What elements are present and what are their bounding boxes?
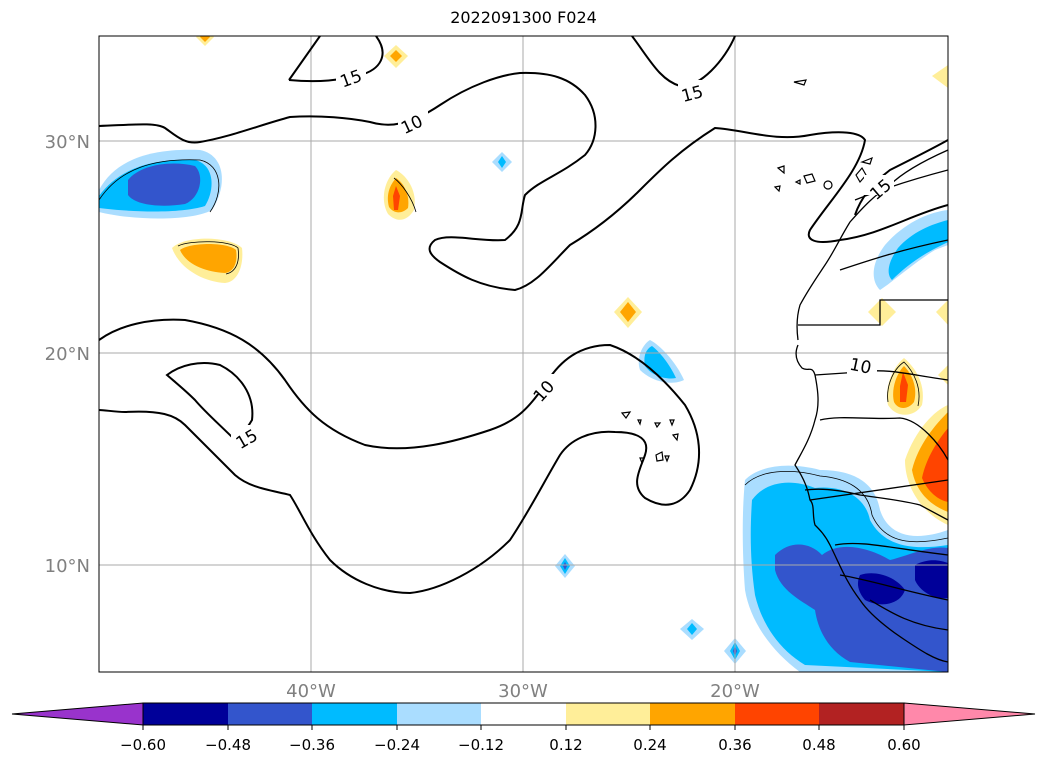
colorbar-segment	[143, 703, 228, 725]
colorbar-segment	[650, 703, 735, 725]
shading-orange-center	[383, 170, 415, 220]
shading-small-spots	[196, 36, 948, 664]
shading-orange-west	[172, 238, 243, 283]
colorbar-segment	[481, 703, 566, 725]
lon-label-30w: 30°W	[498, 681, 548, 702]
contour-label-group: 15 10 15 10 15 15 10	[231, 64, 896, 454]
colorbar-extend-low	[11, 702, 144, 726]
shading-blue-northwest	[99, 149, 222, 219]
lon-axis-labels: 40°W 30°W 20°W	[286, 681, 760, 702]
colorbar-tick-label: 0.60	[887, 736, 920, 754]
colorbar-segment	[397, 703, 481, 725]
contour-label: 10	[848, 355, 873, 379]
colorbar-extend-high	[903, 702, 1036, 726]
colorbar-segment	[566, 703, 650, 725]
colorbar-segment	[228, 703, 312, 725]
map-frame	[98, 35, 949, 673]
lon-label-20w: 20°W	[710, 681, 760, 702]
lat-label-10n: 10°N	[45, 556, 90, 577]
map-title: 2022091300 F024	[450, 8, 597, 27]
colorbar-tick-label: 0.12	[549, 736, 582, 754]
colorbar-tick-label: −0.48	[205, 736, 251, 754]
grid-lines	[99, 36, 948, 672]
colorbar-segment	[312, 703, 397, 725]
colorbar-segment	[819, 703, 904, 725]
lat-axis-labels: 30°N 20°N 10°N	[45, 132, 90, 577]
coastlines	[794, 149, 948, 663]
colorbar-tick-label: 0.48	[802, 736, 835, 754]
shading-blue-africa-north	[873, 210, 948, 290]
colorbar-tick-label: 0.24	[633, 736, 666, 754]
shading-orange-east	[905, 405, 948, 525]
colorbar-tick-label: −0.24	[374, 736, 420, 754]
shading-outlines	[99, 159, 948, 543]
map-area	[99, 36, 948, 672]
lon-label-40w: 40°W	[286, 681, 336, 702]
colorbar-tick-label: 0.36	[718, 736, 751, 754]
colorbar: −0.60 −0.48 −0.36 −0.24 −0.12 0.12 0.24 …	[11, 702, 1036, 754]
lat-label-20n: 20°N	[45, 344, 90, 365]
colorbar-tick-label: −0.60	[120, 736, 166, 754]
colorbar-tick-label: −0.36	[289, 736, 335, 754]
colorbar-tick-label: −0.12	[458, 736, 504, 754]
contour-lines	[99, 36, 948, 595]
colorbar-segment	[735, 703, 819, 725]
lat-label-30n: 30°N	[45, 132, 90, 153]
